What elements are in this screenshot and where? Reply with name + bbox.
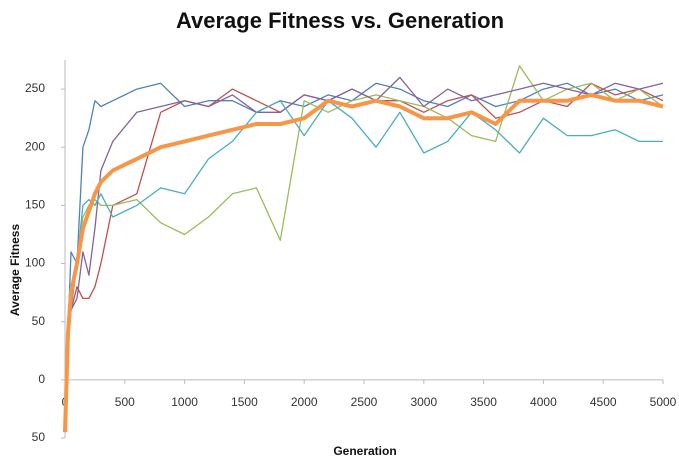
y-tick-label: 150 xyxy=(25,198,45,212)
y-tick-label: 50 xyxy=(32,430,46,444)
x-tick-label: 500 xyxy=(115,395,135,409)
x-tick-label: 2500 xyxy=(351,395,378,409)
series-line xyxy=(64,100,663,427)
y-axis-label: Average Fitness xyxy=(8,224,22,317)
x-tick-label: 1500 xyxy=(231,395,258,409)
y-tick-label: 200 xyxy=(25,139,45,153)
y-tick-label: 100 xyxy=(25,256,45,270)
series-line xyxy=(64,76,664,427)
y-tick-label: 50 xyxy=(32,314,46,328)
x-tick-label: 1000 xyxy=(171,395,198,409)
y-tick-label: 0 xyxy=(38,372,45,386)
x-tick-label: 2000 xyxy=(291,395,318,409)
series-line xyxy=(63,92,664,433)
chart-title: Average Fitness vs. Generation xyxy=(176,8,504,33)
x-tick-label: 5000 xyxy=(650,395,677,409)
series-line xyxy=(64,65,664,427)
y-tick-label: 250 xyxy=(25,81,45,95)
x-tick-label: 3500 xyxy=(470,395,497,409)
x-tick-label: 4000 xyxy=(530,395,557,409)
series-line xyxy=(64,82,664,427)
x-axis-label: Generation xyxy=(333,444,396,458)
x-tick-label: 4500 xyxy=(590,395,617,409)
x-tick-label: 3000 xyxy=(410,395,437,409)
